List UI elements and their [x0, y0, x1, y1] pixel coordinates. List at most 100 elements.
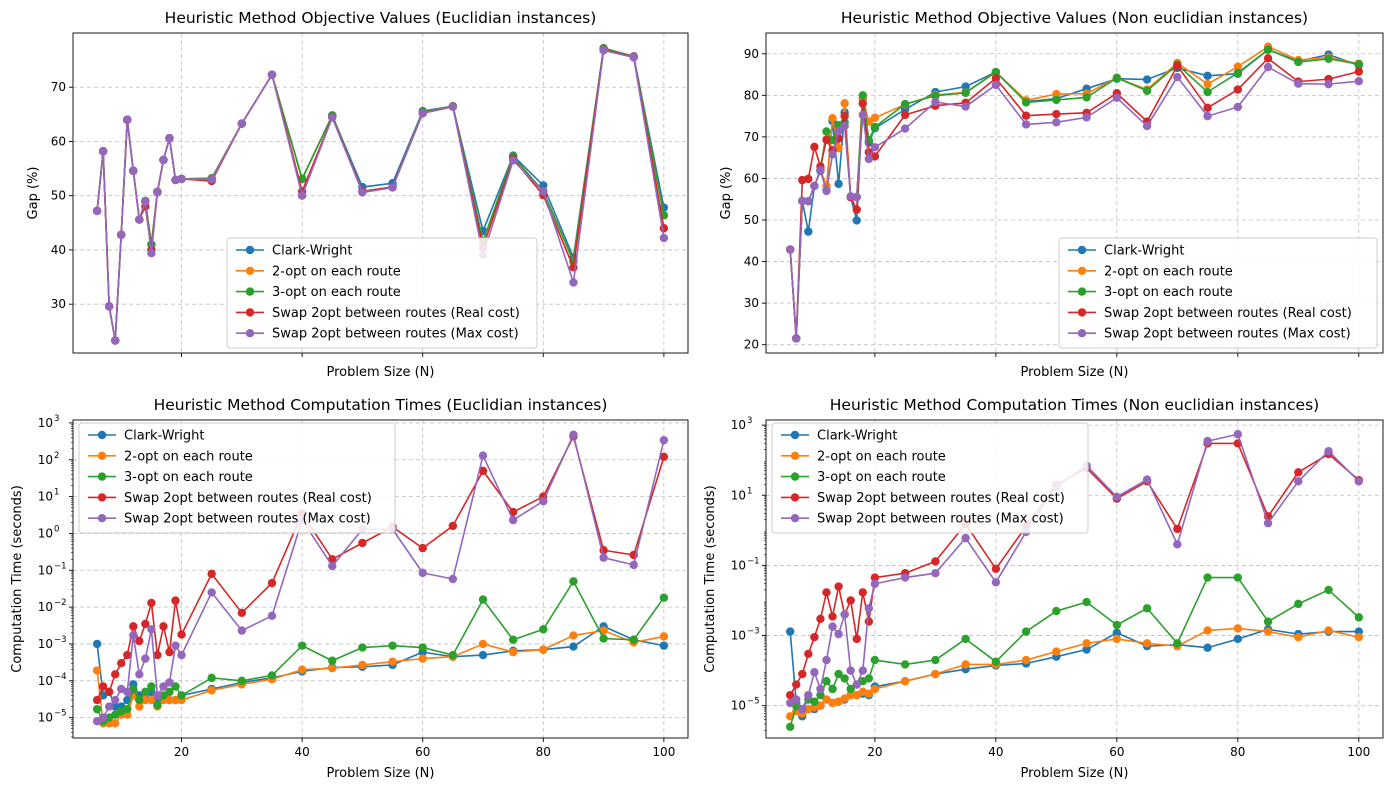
data-point — [207, 175, 216, 184]
data-point — [1233, 430, 1243, 439]
data-point — [1112, 628, 1122, 637]
data-point — [991, 80, 1001, 90]
data-point — [822, 186, 831, 196]
data-point — [147, 598, 156, 608]
data-point — [840, 99, 849, 108]
legend-entry: 2-opt on each route — [1104, 264, 1233, 279]
data-point — [816, 701, 825, 710]
data-point — [165, 647, 174, 657]
data-point — [798, 669, 807, 679]
data-point — [804, 649, 813, 659]
data-point — [852, 216, 861, 225]
legend-swatch-marker — [1077, 266, 1087, 275]
data-point — [539, 181, 548, 190]
legend-swatch-marker — [790, 430, 800, 440]
legend-entry: Swap 2opt between routes (Real cost) — [124, 491, 372, 506]
data-point — [478, 639, 488, 649]
legend-box — [771, 422, 1089, 534]
data-point — [98, 713, 108, 722]
data-point — [822, 127, 831, 136]
y-tick-exponent: −1 — [747, 556, 760, 566]
data-point — [1233, 624, 1243, 633]
legend-entry: Swap 2opt between routes (Real cost) — [272, 306, 520, 321]
data-point — [629, 53, 638, 62]
y-tick-label: 10 — [38, 490, 53, 504]
axes-frame — [765, 419, 1384, 739]
data-point — [900, 573, 910, 582]
x-axis-label: Problem Size (N) — [327, 766, 435, 781]
data-point — [539, 187, 548, 196]
x-tick-label: 60 — [1109, 745, 1124, 759]
data-point — [111, 670, 120, 679]
data-point — [870, 122, 880, 132]
legend-swatch-marker — [97, 514, 107, 523]
data-point — [792, 695, 801, 704]
data-point — [852, 192, 861, 202]
legend-entry: Swap 2opt between routes (Real cost) — [817, 491, 1065, 506]
data-point — [1142, 86, 1152, 95]
data-point — [1324, 585, 1333, 595]
data-point — [104, 702, 114, 711]
data-point — [111, 719, 120, 728]
chart-title: Heuristic Method Objective Values (Non e… — [841, 9, 1308, 27]
x-tick-label: 100 — [652, 745, 675, 759]
x-tick-label: 40 — [988, 745, 1003, 759]
data-point — [297, 191, 307, 200]
legend-swatch-marker — [1077, 308, 1087, 317]
data-point — [659, 641, 669, 650]
data-point — [931, 97, 940, 107]
y-tick-exponent: −5 — [54, 709, 67, 719]
data-point — [123, 650, 132, 660]
legend-swatch-marker — [97, 493, 107, 502]
data-point — [104, 302, 114, 311]
data-point — [1112, 73, 1122, 83]
data-point — [539, 625, 548, 634]
data-point — [1082, 597, 1091, 607]
y-tick-label: 60 — [744, 171, 759, 185]
data-point — [1263, 627, 1273, 636]
data-point — [1233, 62, 1243, 71]
data-point — [1052, 118, 1061, 127]
data-point — [599, 626, 608, 635]
legend-entry: 3-opt on each route — [817, 470, 946, 485]
y-tick-exponent: 3 — [54, 414, 59, 424]
data-point — [123, 687, 132, 697]
data-point — [147, 695, 156, 705]
data-point — [135, 670, 144, 679]
data-point — [117, 659, 126, 668]
data-point — [267, 671, 277, 680]
y-tick-label: 10 — [731, 699, 746, 713]
axes-frame — [72, 32, 689, 354]
y-tick-label: 10 — [731, 629, 746, 643]
data-point — [858, 110, 867, 120]
legend-entry: Clark-Wright — [124, 429, 205, 444]
data-point — [1233, 102, 1243, 112]
data-point — [822, 588, 831, 597]
y-axis-label: Computation Time (seconds) — [703, 485, 718, 673]
data-point — [798, 704, 807, 714]
data-point — [123, 704, 132, 714]
data-point — [864, 689, 874, 698]
legend-swatch-marker — [245, 308, 255, 317]
data-point — [358, 188, 367, 197]
legend-swatch-marker — [790, 472, 800, 481]
legend-swatch-marker — [245, 287, 255, 296]
data-point — [900, 676, 910, 686]
data-point — [1052, 89, 1061, 99]
data-point — [900, 124, 910, 133]
data-point — [569, 577, 578, 586]
data-point — [1052, 647, 1061, 656]
data-point — [870, 143, 880, 152]
y-tick-label: 10 — [38, 637, 53, 651]
data-point — [931, 669, 940, 679]
data-point — [111, 695, 120, 705]
axes-frame — [765, 32, 1384, 354]
x-tick-label: 40 — [294, 745, 309, 759]
data-point — [659, 632, 669, 641]
data-point — [1203, 643, 1212, 652]
y-tick-label: 40 — [51, 243, 66, 257]
legend-box — [226, 237, 538, 349]
data-point — [828, 622, 837, 631]
